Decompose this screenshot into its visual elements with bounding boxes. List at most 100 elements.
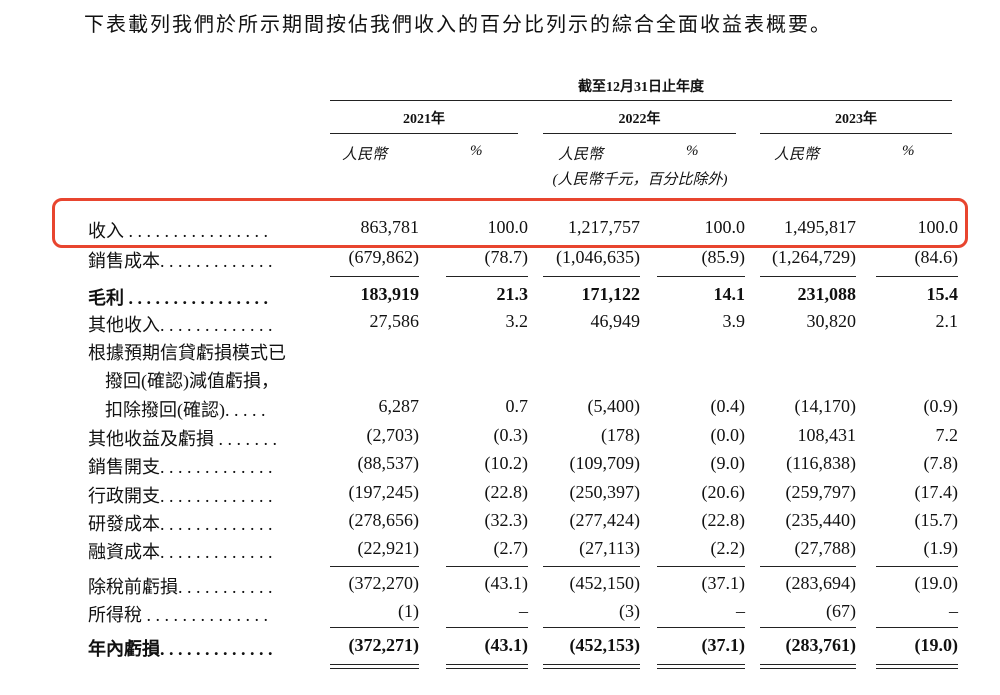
row-value-col-2: (277,424) bbox=[569, 510, 641, 530]
subtotal-rule bbox=[330, 627, 419, 628]
row-value-col-1: 0.7 bbox=[505, 396, 529, 416]
header-rule bbox=[330, 100, 952, 101]
total-double-rule bbox=[446, 668, 528, 669]
row-value-col-2: 1,217,757 bbox=[568, 217, 640, 237]
row-value-col-0: (88,537) bbox=[357, 453, 420, 473]
row-value-col-4: 1,495,817 bbox=[784, 217, 856, 237]
row-value-col-4: (235,440) bbox=[785, 510, 857, 530]
year-2021-header: 2021年 bbox=[403, 112, 445, 127]
row-label: 其他收益及虧損 . . . . . . . bbox=[88, 429, 277, 449]
row-label: 根據預期信貸虧損模式已 bbox=[88, 343, 286, 363]
row-value-col-0: (278,656) bbox=[348, 510, 420, 530]
unit-rmb-2023: 人民幣 bbox=[774, 147, 820, 163]
subtotal-rule bbox=[657, 276, 745, 277]
row-value-col-5: 2.1 bbox=[935, 311, 959, 331]
year-2023-header: 2023年 bbox=[835, 112, 877, 127]
subtotal-rule bbox=[876, 566, 958, 567]
row-value-col-4: 30,820 bbox=[806, 311, 857, 331]
row-value-col-4: (14,170) bbox=[794, 396, 857, 416]
total-double-rule bbox=[543, 664, 640, 665]
row-value-col-0: (372,270) bbox=[348, 573, 420, 593]
unit-pct-2022: % bbox=[686, 143, 699, 159]
row-value-col-1: (43.1) bbox=[484, 635, 529, 655]
total-double-rule bbox=[543, 668, 640, 669]
total-double-rule bbox=[330, 664, 419, 665]
row-value-col-0: 863,781 bbox=[360, 217, 420, 237]
unit-rmb-2022: 人民幣 bbox=[558, 147, 604, 163]
subtotal-rule bbox=[446, 566, 528, 567]
row-value-col-1: (10.2) bbox=[484, 453, 529, 473]
row-label: 行政開支. . . . . . . . . . . . . bbox=[88, 486, 273, 506]
subtotal-rule bbox=[657, 627, 745, 628]
row-value-col-4: (116,838) bbox=[786, 453, 856, 473]
row-value-col-4: (27,788) bbox=[794, 538, 857, 558]
subtotal-rule bbox=[657, 566, 745, 567]
row-value-col-2: (452,153) bbox=[569, 635, 641, 655]
period-header: 截至12月31日止年度 bbox=[578, 80, 704, 95]
total-double-rule bbox=[446, 664, 528, 665]
year-2021-rule bbox=[330, 133, 518, 134]
row-label: 除稅前虧損. . . . . . . . . . . bbox=[88, 577, 273, 597]
row-value-col-5: 15.4 bbox=[926, 284, 959, 304]
row-value-col-1: (78.7) bbox=[484, 247, 529, 267]
table-row: 其他收入. . . . . . . . . . . . . 27,586 3.2 46… bbox=[0, 311, 1000, 339]
table-row: 毛利 . . . . . . . . . . . . . . . . 183,91… bbox=[0, 284, 1000, 312]
total-double-rule bbox=[760, 668, 856, 669]
row-value-col-0: (197,245) bbox=[348, 482, 420, 502]
row-label: 扣除撥回(確認). . . . . bbox=[105, 400, 266, 420]
row-value-col-2: (452,150) bbox=[569, 573, 641, 593]
row-value-col-1: (22.8) bbox=[484, 482, 529, 502]
row-value-col-2: (250,397) bbox=[569, 482, 641, 502]
row-value-col-4: 108,431 bbox=[797, 425, 857, 445]
row-value-col-0: 183,919 bbox=[360, 284, 420, 304]
row-value-col-5: (17.4) bbox=[914, 482, 959, 502]
row-value-col-3: 3.9 bbox=[722, 311, 746, 331]
revenue-highlight-box bbox=[52, 198, 968, 248]
row-label: 銷售成本. . . . . . . . . . . . . bbox=[88, 251, 273, 271]
row-value-col-5: (19.0) bbox=[914, 573, 959, 593]
row-value-col-0: (2,703) bbox=[366, 425, 420, 445]
row-value-col-1: – bbox=[519, 601, 528, 621]
subtotal-rule bbox=[876, 276, 958, 277]
row-value-col-3: (22.8) bbox=[701, 510, 746, 530]
row-value-col-3: 100.0 bbox=[704, 217, 746, 237]
subtotal-rule bbox=[543, 627, 640, 628]
row-value-col-5: (19.0) bbox=[914, 635, 959, 655]
row-value-col-3: (0.0) bbox=[710, 425, 746, 445]
row-label: 毛利 . . . . . . . . . . . . . . . . bbox=[88, 288, 268, 308]
row-value-col-2: (5,400) bbox=[587, 396, 641, 416]
row-value-col-1: 3.2 bbox=[505, 311, 529, 331]
row-value-col-0: (1) bbox=[398, 601, 419, 621]
unit-rmb-2021: 人民幣 bbox=[342, 147, 388, 163]
row-value-col-2: 171,122 bbox=[581, 284, 641, 304]
row-value-col-5: (7.8) bbox=[923, 453, 959, 473]
row-value-col-2: (178) bbox=[601, 425, 640, 445]
row-value-col-5: 100.0 bbox=[917, 217, 959, 237]
total-double-rule bbox=[657, 664, 745, 665]
row-value-col-0: (372,271) bbox=[348, 635, 420, 655]
row-value-col-3: – bbox=[736, 601, 745, 621]
row-value-col-5: – bbox=[949, 601, 958, 621]
subtotal-rule bbox=[543, 566, 640, 567]
row-value-col-3: (37.1) bbox=[701, 573, 746, 593]
row-value-col-3: (2.2) bbox=[710, 538, 746, 558]
row-value-col-4: (283,694) bbox=[785, 573, 857, 593]
row-value-col-0: (22,921) bbox=[357, 538, 420, 558]
row-value-col-3: (37.1) bbox=[701, 635, 746, 655]
row-value-col-2: (27,113) bbox=[579, 538, 640, 558]
row-label: 年內虧損. . . . . . . . . . . . . bbox=[88, 639, 273, 659]
subtotal-rule bbox=[760, 276, 856, 277]
intro-text: 下表載列我們於所示期間按佔我們收入的百分比列示的綜合全面收益表概要。 bbox=[84, 14, 832, 36]
subtotal-rule bbox=[760, 566, 856, 567]
row-value-col-5: (15.7) bbox=[914, 510, 959, 530]
row-label: 所得稅 . . . . . . . . . . . . . . bbox=[88, 605, 268, 625]
row-value-col-1: 21.3 bbox=[496, 284, 529, 304]
row-value-col-1: (32.3) bbox=[484, 510, 529, 530]
row-value-col-4: (1,264,729) bbox=[772, 247, 856, 267]
row-value-col-5: (84.6) bbox=[914, 247, 959, 267]
subtotal-rule bbox=[330, 276, 419, 277]
row-label: 研發成本. . . . . . . . . . . . . bbox=[88, 514, 273, 534]
row-value-col-3: 14.1 bbox=[713, 284, 746, 304]
subtotal-rule bbox=[330, 566, 419, 567]
row-value-col-5: 7.2 bbox=[935, 425, 959, 445]
